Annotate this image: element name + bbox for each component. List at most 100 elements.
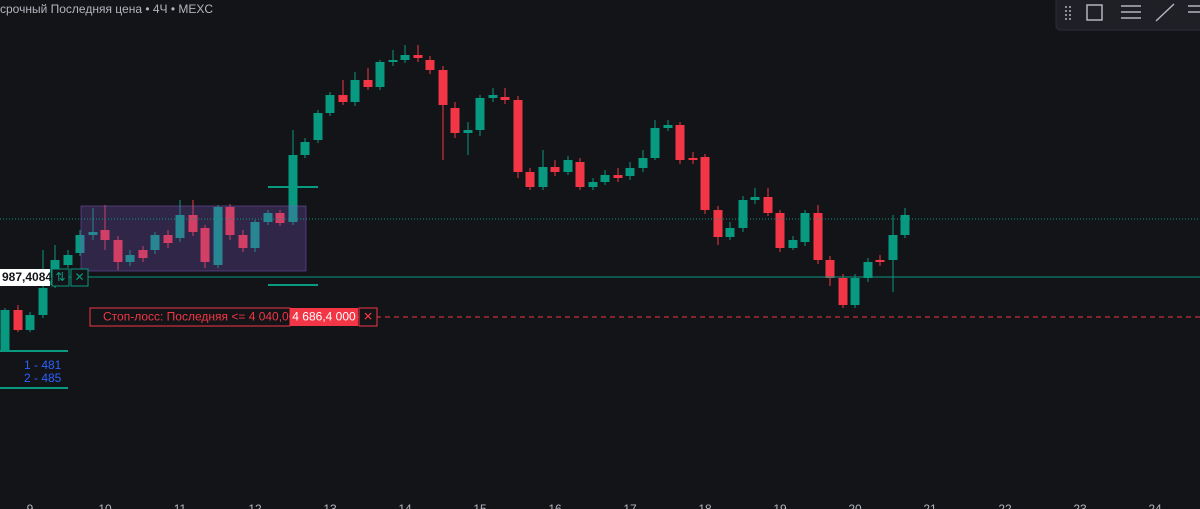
- candle-body: [438, 70, 448, 105]
- candle-body: [63, 255, 73, 265]
- candle-body: [725, 228, 735, 237]
- candle-body: [288, 155, 298, 222]
- more-tool[interactable]: [1188, 5, 1200, 13]
- x-tick-label: 22: [998, 502, 1012, 509]
- candle-body: [375, 62, 385, 87]
- candle-body: [363, 80, 373, 87]
- toolbar-box: [1055, 0, 1200, 31]
- candle-body: [763, 197, 773, 213]
- order-label: 2 - 485: [24, 371, 62, 385]
- x-tick-label: 9: [27, 502, 34, 509]
- x-tick-label: 18: [698, 502, 712, 509]
- candle-body: [225, 207, 235, 235]
- reverse-button[interactable]: [51, 268, 70, 287]
- reverse-icon[interactable]: ⇅: [55, 270, 65, 284]
- x-tick-label: 15: [473, 502, 487, 509]
- candle-body: [25, 315, 35, 330]
- x-tick-label: 12: [248, 502, 262, 509]
- candle-body: [188, 215, 198, 232]
- x-tick-label: 24: [1148, 502, 1162, 509]
- candle-body: [325, 95, 335, 113]
- candle-body: [750, 197, 760, 200]
- candle-body: [463, 130, 473, 133]
- candle-body: [613, 175, 623, 178]
- stop-loss-price-box[interactable]: [290, 308, 358, 326]
- candle-body: [638, 158, 648, 168]
- lines-tool[interactable]: [1121, 5, 1141, 19]
- stop-loss-label: Стоп-лосс: Последняя <= 4 040,00: [103, 310, 296, 324]
- candle-body: [813, 213, 823, 260]
- candle-body: [400, 55, 410, 60]
- trend-line-tool[interactable]: [1155, 3, 1175, 22]
- candle-body: [163, 235, 173, 243]
- candle-body: [75, 235, 85, 253]
- candle-body: [13, 310, 23, 330]
- x-axis: 9 10 11 12 13 14 15 16 17 18 19 20 21 22 23 24: [27, 502, 1162, 509]
- candle-body: [663, 125, 673, 128]
- candle-body: [888, 235, 898, 260]
- candle-body: [800, 213, 810, 242]
- candle-body: [450, 108, 460, 133]
- x-tick-label: 11: [174, 502, 187, 509]
- candle-body: [200, 228, 210, 262]
- candle-body: [775, 213, 785, 248]
- candle-body: [413, 55, 423, 58]
- order-label: 1 - 481: [24, 358, 62, 372]
- candle-body: [300, 142, 310, 155]
- x-tick-label: 13: [323, 502, 337, 509]
- candle-body: [238, 235, 248, 248]
- candle-body: [38, 288, 48, 315]
- candle-body: [538, 167, 548, 187]
- rect-tool[interactable]: [1086, 4, 1103, 21]
- candle-body: [350, 80, 360, 102]
- candle-body: [738, 200, 748, 228]
- candles: [0, 45, 910, 352]
- candle-body: [475, 98, 485, 130]
- candle-body: [563, 160, 573, 172]
- candle-body: [788, 240, 798, 248]
- candle-body: [688, 158, 698, 160]
- x-tick-label: 10: [98, 502, 112, 509]
- candle-body: [263, 213, 273, 222]
- candle-body: [500, 97, 510, 100]
- x-tick-label: 16: [548, 502, 562, 509]
- candle-body: [275, 213, 285, 223]
- price-label-box: [0, 269, 50, 286]
- x-tick-label: 19: [773, 502, 787, 509]
- x-tick-label: 14: [398, 502, 412, 509]
- close-position-button[interactable]: [70, 268, 89, 287]
- candle-body: [825, 260, 835, 278]
- candle-body: [713, 210, 723, 237]
- candle-body: [588, 182, 598, 187]
- candle-body: [313, 113, 323, 140]
- candle-body: [850, 278, 860, 305]
- candle-body: [88, 232, 98, 235]
- candle-body: [425, 60, 435, 70]
- close-position-icon[interactable]: ✕: [74, 270, 84, 284]
- candle-body: [650, 128, 660, 158]
- candle-body: [113, 240, 123, 262]
- candle-body: [513, 100, 523, 172]
- candle-body: [700, 157, 710, 210]
- candle-body: [600, 175, 610, 182]
- candle-body: [525, 172, 535, 187]
- candle-body: [625, 168, 635, 176]
- range-box: [80, 205, 307, 272]
- x-tick-label: 17: [623, 502, 637, 509]
- candle-body: [0, 310, 10, 350]
- stop-loss-close-icon[interactable]: ✕: [363, 310, 373, 324]
- candle-body: [175, 215, 185, 238]
- stop-loss-price: 4 686,4 000: [292, 310, 356, 324]
- candle-body: [150, 235, 160, 250]
- candle-body: [138, 250, 148, 258]
- candle-body: [675, 125, 685, 160]
- candle-body: [550, 167, 560, 172]
- candle-body: [900, 215, 910, 235]
- chart-title: срочный Последняя цена • 4Ч • MEXC: [0, 2, 213, 16]
- candle-body: [863, 262, 873, 278]
- candle-body: [488, 95, 498, 98]
- candle-body: [575, 162, 585, 187]
- stop-loss-close-button[interactable]: [358, 307, 378, 327]
